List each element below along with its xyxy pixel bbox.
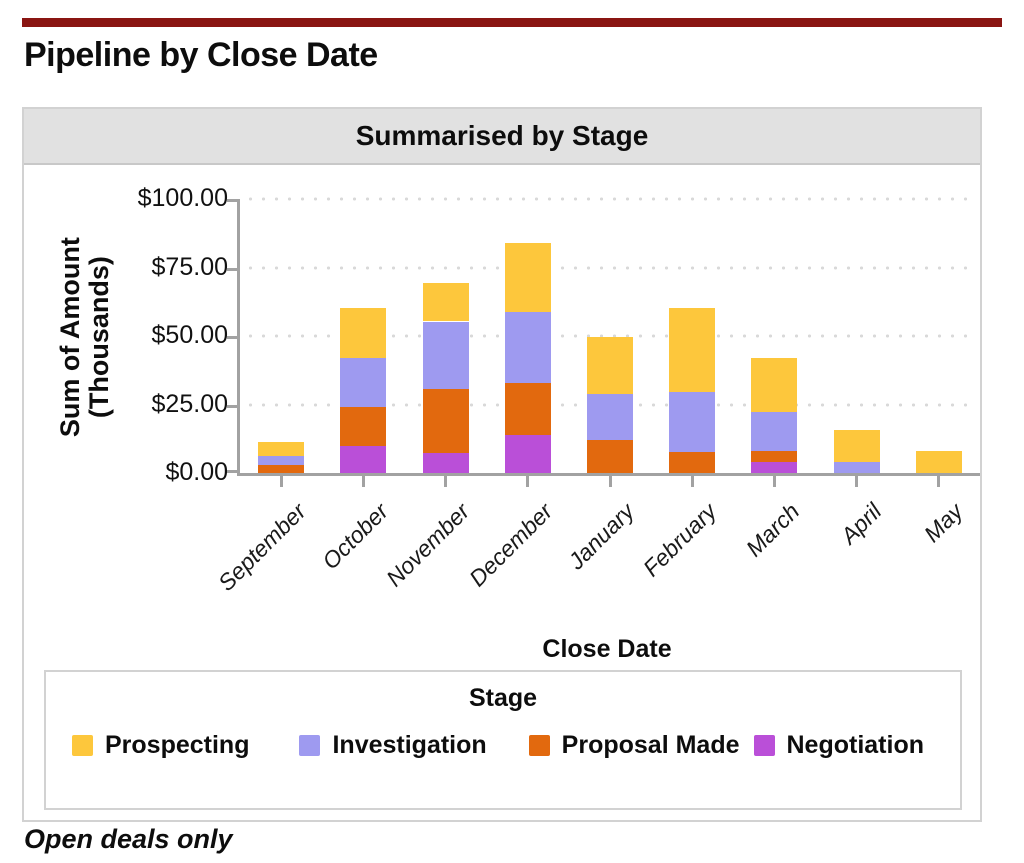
bar-segment-prospecting (587, 337, 633, 394)
x-axis-tick-mark (772, 476, 776, 487)
month-label: January (563, 498, 640, 575)
legend-item: Investigation (299, 731, 487, 760)
bar-segment-prospecting (669, 308, 716, 393)
bar-segment-investigation (340, 358, 387, 407)
x-axis-tick-mark (937, 476, 941, 487)
legend-box: Stage Prospecting Investigation Proposal M… (44, 670, 962, 810)
x-axis-title: Close Date (542, 635, 672, 663)
y-axis-title-text: Sum of Amount (Thousands) (54, 237, 114, 437)
y-axis-tick-mark (227, 470, 237, 473)
y-axis-tick-mark (227, 199, 237, 202)
y-axis-tick-mark (227, 336, 237, 339)
x-axis-tick-mark (526, 476, 530, 487)
bar-segment-proposal-made (340, 406, 387, 447)
month-label: April (835, 498, 887, 549)
gridline (244, 197, 974, 201)
month-label: December (463, 498, 558, 592)
gridline (244, 265, 974, 270)
x-axis-tick-mark (608, 476, 612, 487)
y-axis-tick-mark (227, 404, 237, 408)
legend-item: Proposal Made (528, 731, 740, 760)
bar-segment-prospecting (751, 358, 798, 412)
y-tick-label: $0.00 (165, 458, 228, 486)
bar-segment-proposal-made (587, 439, 633, 473)
legend-label: Negotiation (786, 731, 925, 759)
y-tick-label: $25.00 (151, 389, 228, 418)
chart-header: Summarised by Stage (24, 109, 980, 165)
bar-segment-proposal-made (504, 382, 551, 435)
legend-swatch-proposal-made (528, 735, 550, 756)
y-axis-ticks: $100.00 $75.00 $50.00 $25.00 $0.00 (128, 184, 228, 486)
top-accent-rule (22, 18, 1002, 27)
bar-segment-negotiation (751, 461, 798, 473)
legend-item: Negotiation (753, 731, 925, 760)
legend-items: Prospecting Investigation Proposal Made Neg… (46, 731, 960, 760)
bar-segment-investigation (258, 455, 305, 465)
bar-segment-negotiation (422, 453, 469, 473)
legend-label: Investigation (332, 731, 487, 759)
x-axis-labels: September October November December January F… (213, 490, 977, 620)
plot-area (227, 197, 980, 487)
bar-segment-investigation (751, 411, 798, 452)
bar-segment-proposal-made (422, 389, 469, 453)
bar-segment-negotiation (504, 434, 551, 473)
bar-segment-prospecting (340, 308, 387, 359)
y-tick-label: $100.00 (137, 184, 228, 212)
bar-segment-proposal-made (751, 451, 798, 462)
bar-segment-investigation (833, 462, 880, 473)
bar-segment-prospecting (258, 442, 305, 456)
bar-segment-investigation (504, 311, 551, 383)
legend-label: Proposal Made (561, 731, 740, 759)
x-axis-tick-mark (361, 476, 365, 487)
bar-segment-investigation (669, 392, 716, 453)
bar-segment-investigation (422, 321, 469, 390)
x-axis-tick-mark (690, 476, 694, 487)
month-label: May (919, 498, 969, 548)
month-label: October (316, 498, 393, 575)
y-axis-title: Sum of Amount (Thousands) (32, 197, 138, 477)
bar-segment-proposal-made (669, 452, 716, 473)
bar-segment-negotiation (340, 446, 387, 473)
x-axis-tick-mark (855, 476, 859, 487)
bar-segment-proposal-made (258, 464, 305, 473)
x-axis-tick-mark (279, 476, 283, 487)
month-label: February (638, 498, 722, 582)
chart-card: Summarised by Stage Sum of Amount (Thous… (22, 107, 982, 822)
bar-segment-prospecting (833, 430, 880, 463)
x-axis-tick-mark (444, 476, 448, 487)
legend-title: Stage (468, 684, 538, 712)
legend-item: Prospecting (72, 731, 249, 760)
page-title: Pipeline by Close Date (24, 36, 378, 74)
y-tick-label: $75.00 (151, 252, 228, 281)
y-axis-title-line1: Sum of Amount (54, 237, 85, 437)
bar-segment-prospecting (422, 283, 469, 322)
bar-segment-prospecting (504, 243, 551, 312)
month-label: September (212, 498, 311, 596)
bar-segment-investigation (587, 393, 633, 440)
legend-swatch-negotiation (753, 735, 775, 756)
legend-label: Prospecting (105, 731, 250, 759)
bar-segment-prospecting (915, 451, 962, 473)
month-label: March (740, 498, 804, 562)
legend-swatch-investigation (299, 735, 321, 756)
y-tick-label: $50.00 (151, 321, 228, 349)
legend-swatch-prospecting (72, 735, 93, 756)
month-label: November (381, 498, 475, 592)
y-axis-title-line2: (Thousands) (84, 256, 114, 418)
footnote: Open deals only (24, 824, 233, 854)
y-axis-tick-mark (227, 267, 237, 271)
gridline (244, 334, 974, 338)
